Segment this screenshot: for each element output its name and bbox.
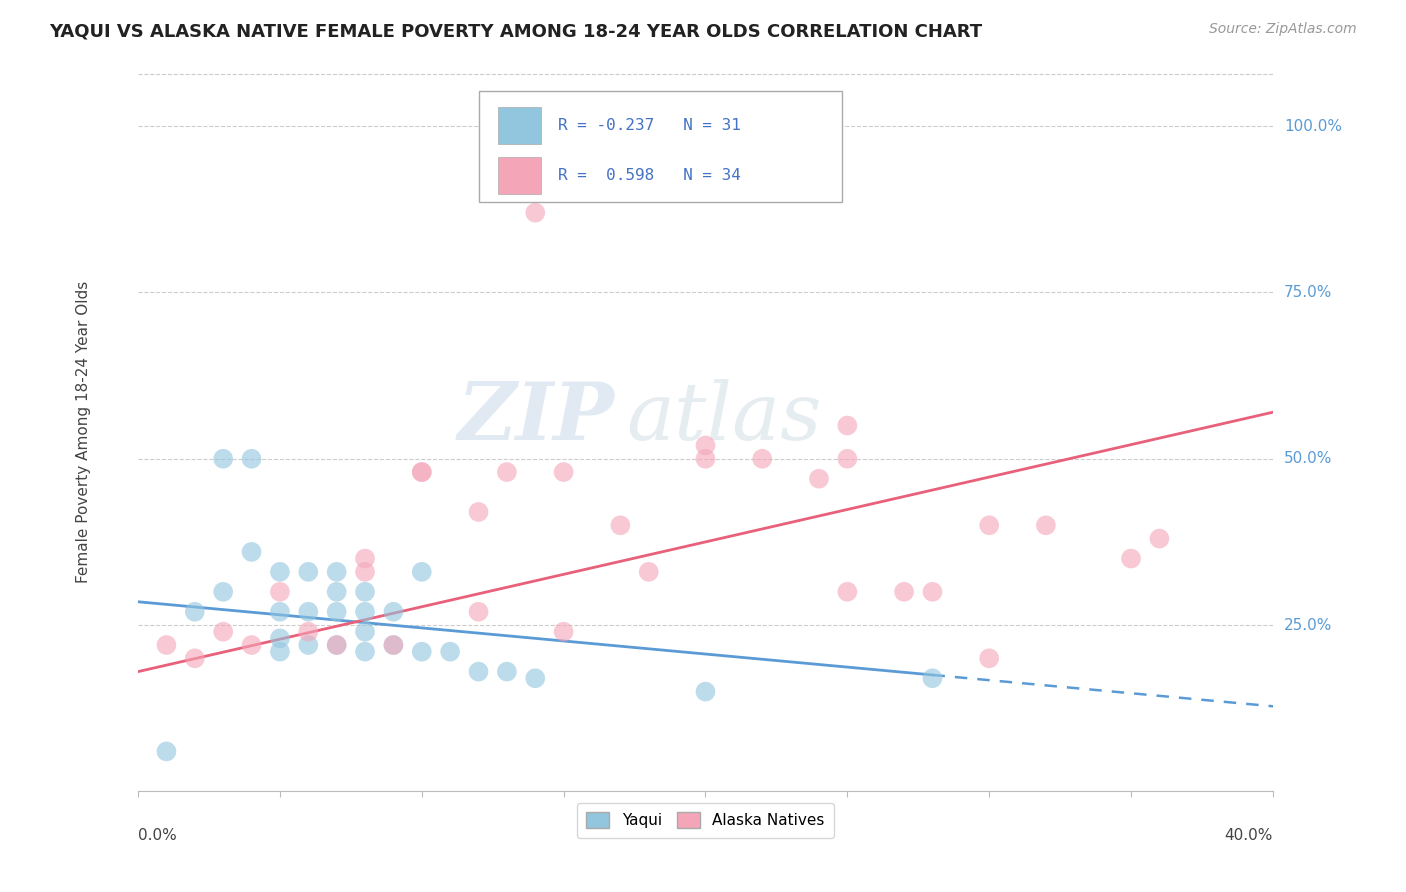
Text: 50.0%: 50.0% [1284, 451, 1333, 467]
Point [269, 584, 291, 599]
Point [979, 651, 1001, 665]
Text: R = -0.237   N = 31: R = -0.237 N = 31 [558, 119, 741, 133]
Point [921, 584, 943, 599]
Point [411, 565, 433, 579]
Text: Female Poverty Among 18-24 Year Olds: Female Poverty Among 18-24 Year Olds [76, 281, 91, 583]
Point [524, 205, 547, 219]
Point [837, 418, 859, 433]
FancyBboxPatch shape [498, 157, 541, 194]
Point [354, 565, 377, 579]
Point [325, 565, 347, 579]
Point [553, 465, 575, 479]
Point [325, 638, 347, 652]
Point [411, 645, 433, 659]
Point [467, 605, 489, 619]
Point [837, 451, 859, 466]
Point [439, 645, 461, 659]
Point [354, 624, 377, 639]
Point [184, 651, 207, 665]
Point [751, 451, 773, 466]
Point [155, 744, 177, 758]
Point [240, 638, 263, 652]
Point [893, 584, 915, 599]
Point [382, 605, 405, 619]
Text: YAQUI VS ALASKA NATIVE FEMALE POVERTY AMONG 18-24 YEAR OLDS CORRELATION CHART: YAQUI VS ALASKA NATIVE FEMALE POVERTY AM… [49, 22, 983, 40]
FancyBboxPatch shape [498, 107, 541, 145]
Text: 75.0%: 75.0% [1284, 285, 1333, 300]
Point [837, 584, 859, 599]
Point [354, 551, 377, 566]
Point [467, 665, 489, 679]
Point [382, 638, 405, 652]
Point [184, 605, 207, 619]
Point [1149, 532, 1171, 546]
Legend: Yaqui, Alaska Natives: Yaqui, Alaska Natives [578, 804, 834, 838]
Point [155, 638, 177, 652]
Point [212, 584, 235, 599]
Point [807, 472, 830, 486]
Point [297, 565, 319, 579]
Text: atlas: atlas [626, 379, 821, 457]
Point [1035, 518, 1057, 533]
Point [269, 565, 291, 579]
Point [212, 624, 235, 639]
Point [297, 638, 319, 652]
Point [695, 684, 717, 698]
Point [609, 518, 631, 533]
Point [637, 565, 659, 579]
Point [921, 671, 943, 685]
Point [269, 632, 291, 646]
Point [269, 605, 291, 619]
Point [411, 465, 433, 479]
FancyBboxPatch shape [478, 91, 842, 202]
Point [695, 438, 717, 452]
Point [467, 505, 489, 519]
Point [979, 518, 1001, 533]
Point [1119, 551, 1142, 566]
Point [354, 584, 377, 599]
Point [325, 605, 347, 619]
Text: R =  0.598   N = 34: R = 0.598 N = 34 [558, 169, 741, 183]
Point [354, 645, 377, 659]
Point [354, 605, 377, 619]
Point [240, 451, 263, 466]
Text: 40.0%: 40.0% [1225, 828, 1272, 843]
Point [297, 624, 319, 639]
Text: 0.0%: 0.0% [138, 828, 177, 843]
Point [212, 451, 235, 466]
Point [496, 665, 519, 679]
Point [524, 671, 547, 685]
Point [695, 451, 717, 466]
Text: 25.0%: 25.0% [1284, 617, 1333, 632]
Point [496, 465, 519, 479]
Point [411, 465, 433, 479]
Point [553, 624, 575, 639]
Point [382, 638, 405, 652]
Text: 100.0%: 100.0% [1284, 119, 1343, 134]
Point [325, 638, 347, 652]
Point [297, 605, 319, 619]
Text: Source: ZipAtlas.com: Source: ZipAtlas.com [1209, 22, 1357, 37]
Text: ZIP: ZIP [458, 379, 614, 457]
Point [325, 584, 347, 599]
Point [269, 645, 291, 659]
Point [240, 545, 263, 559]
